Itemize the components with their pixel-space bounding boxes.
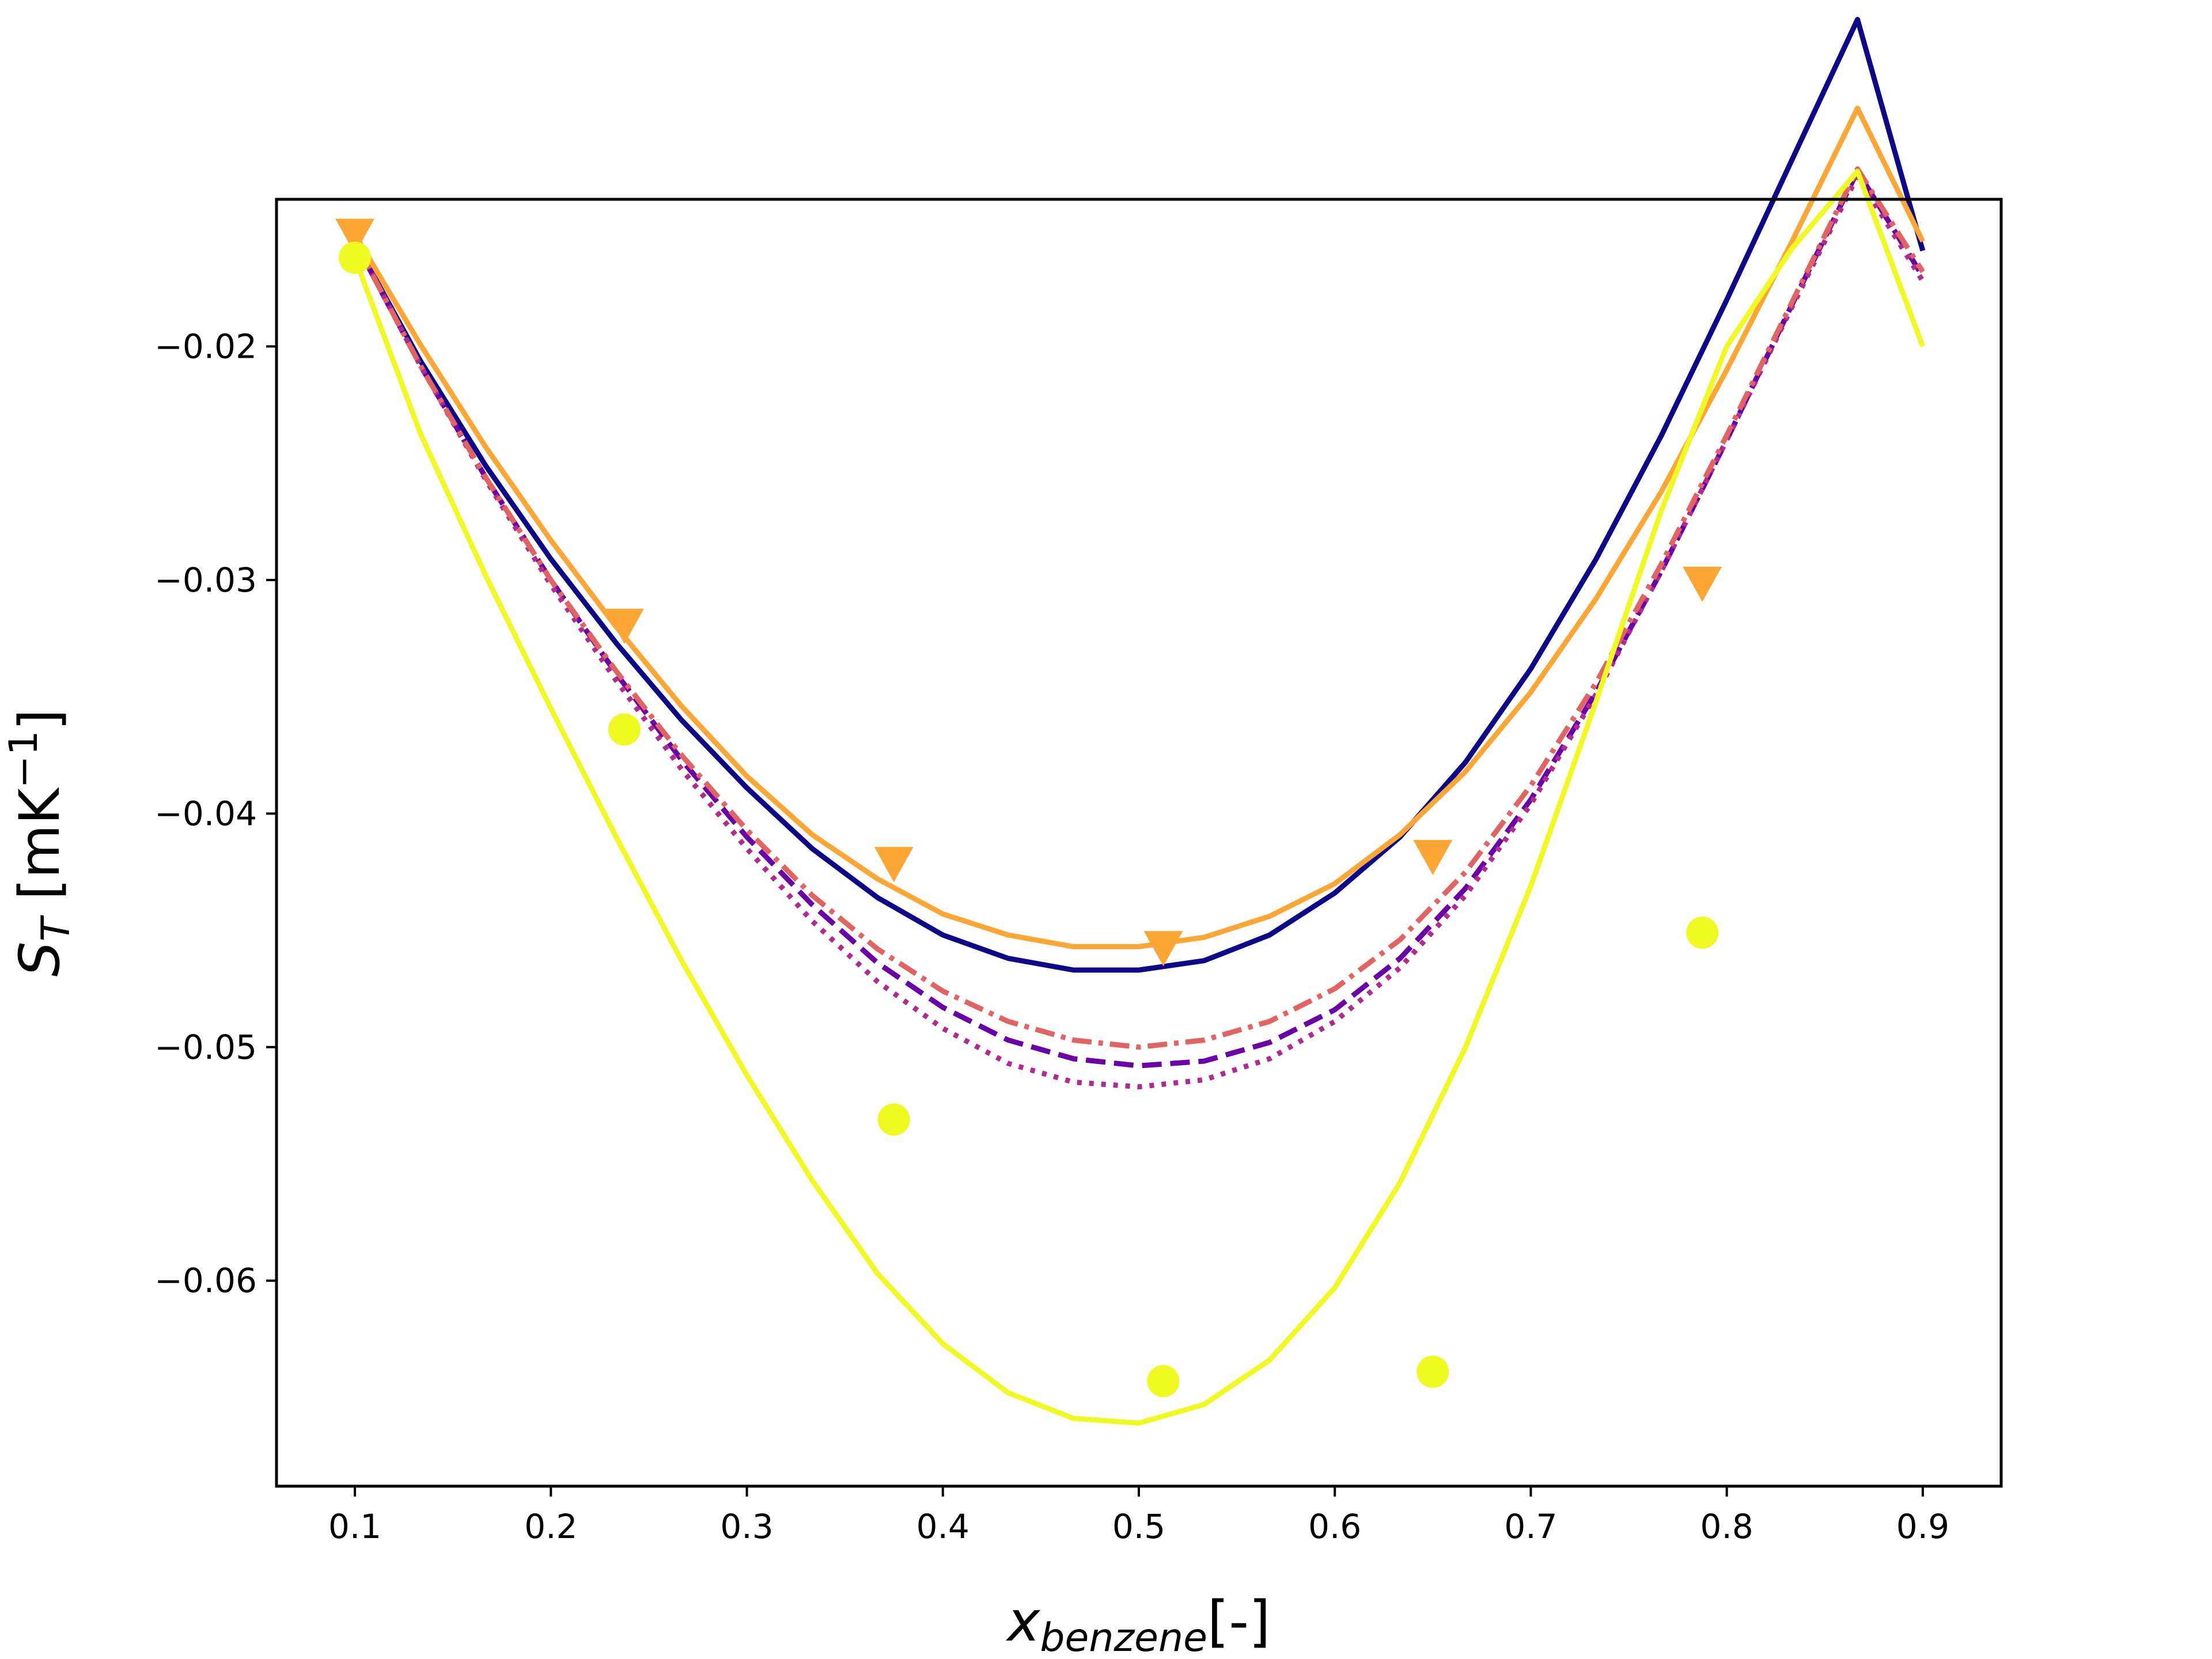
series-5-marker-3: [874, 847, 914, 882]
x-tick-label: 0.6: [1308, 1507, 1361, 1546]
series-layer: [352, 17, 1926, 1426]
x-tick-label: 0.3: [720, 1507, 773, 1546]
marker-layer: [335, 218, 1722, 1397]
series-6-marker-6: [1686, 916, 1719, 949]
series-5-marker-6: [1683, 566, 1722, 602]
y-tick-label: −0.04: [154, 794, 257, 833]
y-axis: −0.06 −0.05 −0.04 −0.03 −0.02: [154, 327, 276, 1300]
series-line-1: [353, 17, 1926, 973]
series-6-marker-1: [339, 241, 372, 274]
x-tick-label: 0.4: [916, 1507, 969, 1546]
series-line-4: [353, 166, 1925, 1050]
y-axis-label: ST [mK−1]: [1, 709, 79, 977]
series-5-marker-4: [1143, 931, 1183, 967]
series-6-marker-4: [1147, 1365, 1180, 1397]
series-line-3: [353, 173, 1925, 1090]
series-5-marker-2: [604, 608, 644, 644]
x-tick-label: 0.9: [1896, 1507, 1949, 1546]
y-tick-label: −0.02: [154, 327, 257, 366]
x-tick-label: 0.2: [524, 1507, 577, 1546]
x-tick-label: 0.8: [1700, 1507, 1753, 1546]
x-tick-label: 0.7: [1504, 1507, 1557, 1546]
x-axis-label: xbenzene[-]: [1006, 1589, 1271, 1659]
series-6-marker-2: [608, 713, 641, 746]
series-6-marker-5: [1416, 1355, 1449, 1388]
x-tick-label: 0.5: [1112, 1507, 1165, 1546]
series-line-6: [352, 168, 1926, 1426]
y-tick-label: −0.03: [154, 560, 257, 600]
y-tick-label: −0.06: [154, 1261, 257, 1300]
series-5-marker-5: [1413, 840, 1453, 876]
x-tick-label: 0.1: [328, 1507, 381, 1546]
series-6-marker-3: [877, 1103, 910, 1136]
series-5-marker-1: [335, 218, 375, 254]
x-axis: 0.1 0.2 0.3 0.4 0.5 0.6 0.7 0.8 0.9: [328, 1486, 1949, 1546]
y-tick-label: −0.05: [154, 1028, 257, 1067]
